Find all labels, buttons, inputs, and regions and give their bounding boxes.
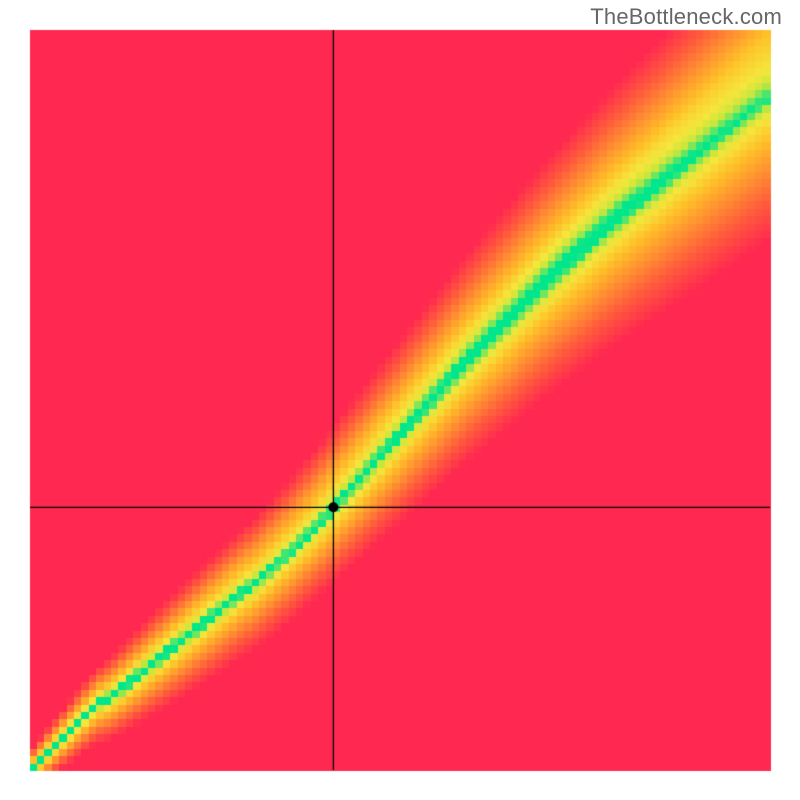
chart-container: TheBottleneck.com bbox=[0, 0, 800, 800]
bottleneck-heatmap bbox=[0, 0, 800, 800]
watermark-text: TheBottleneck.com bbox=[590, 4, 782, 30]
